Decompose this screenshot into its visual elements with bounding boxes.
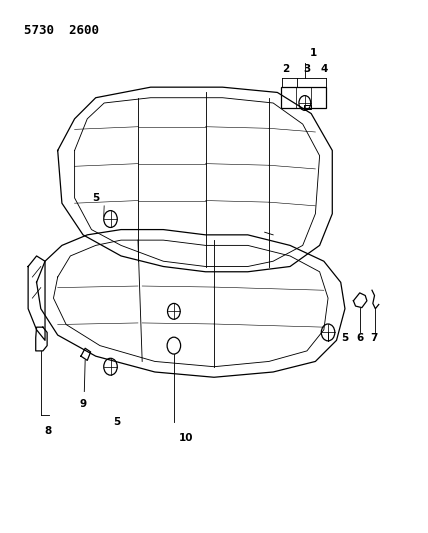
Bar bbox=[281, 87, 327, 108]
Text: 3: 3 bbox=[303, 64, 311, 74]
Text: 4: 4 bbox=[320, 64, 327, 74]
Text: 6: 6 bbox=[356, 333, 363, 343]
Text: 9: 9 bbox=[80, 399, 86, 409]
Text: 10: 10 bbox=[179, 433, 194, 442]
Text: 1: 1 bbox=[309, 48, 317, 58]
Text: 7: 7 bbox=[370, 333, 377, 343]
Text: 2: 2 bbox=[282, 64, 289, 74]
Text: 8: 8 bbox=[45, 426, 52, 436]
Text: 5: 5 bbox=[92, 193, 99, 203]
Text: 5: 5 bbox=[113, 417, 120, 427]
Text: 5730  2600: 5730 2600 bbox=[24, 24, 99, 37]
Text: 5: 5 bbox=[342, 333, 348, 343]
Bar bbox=[303, 105, 311, 109]
